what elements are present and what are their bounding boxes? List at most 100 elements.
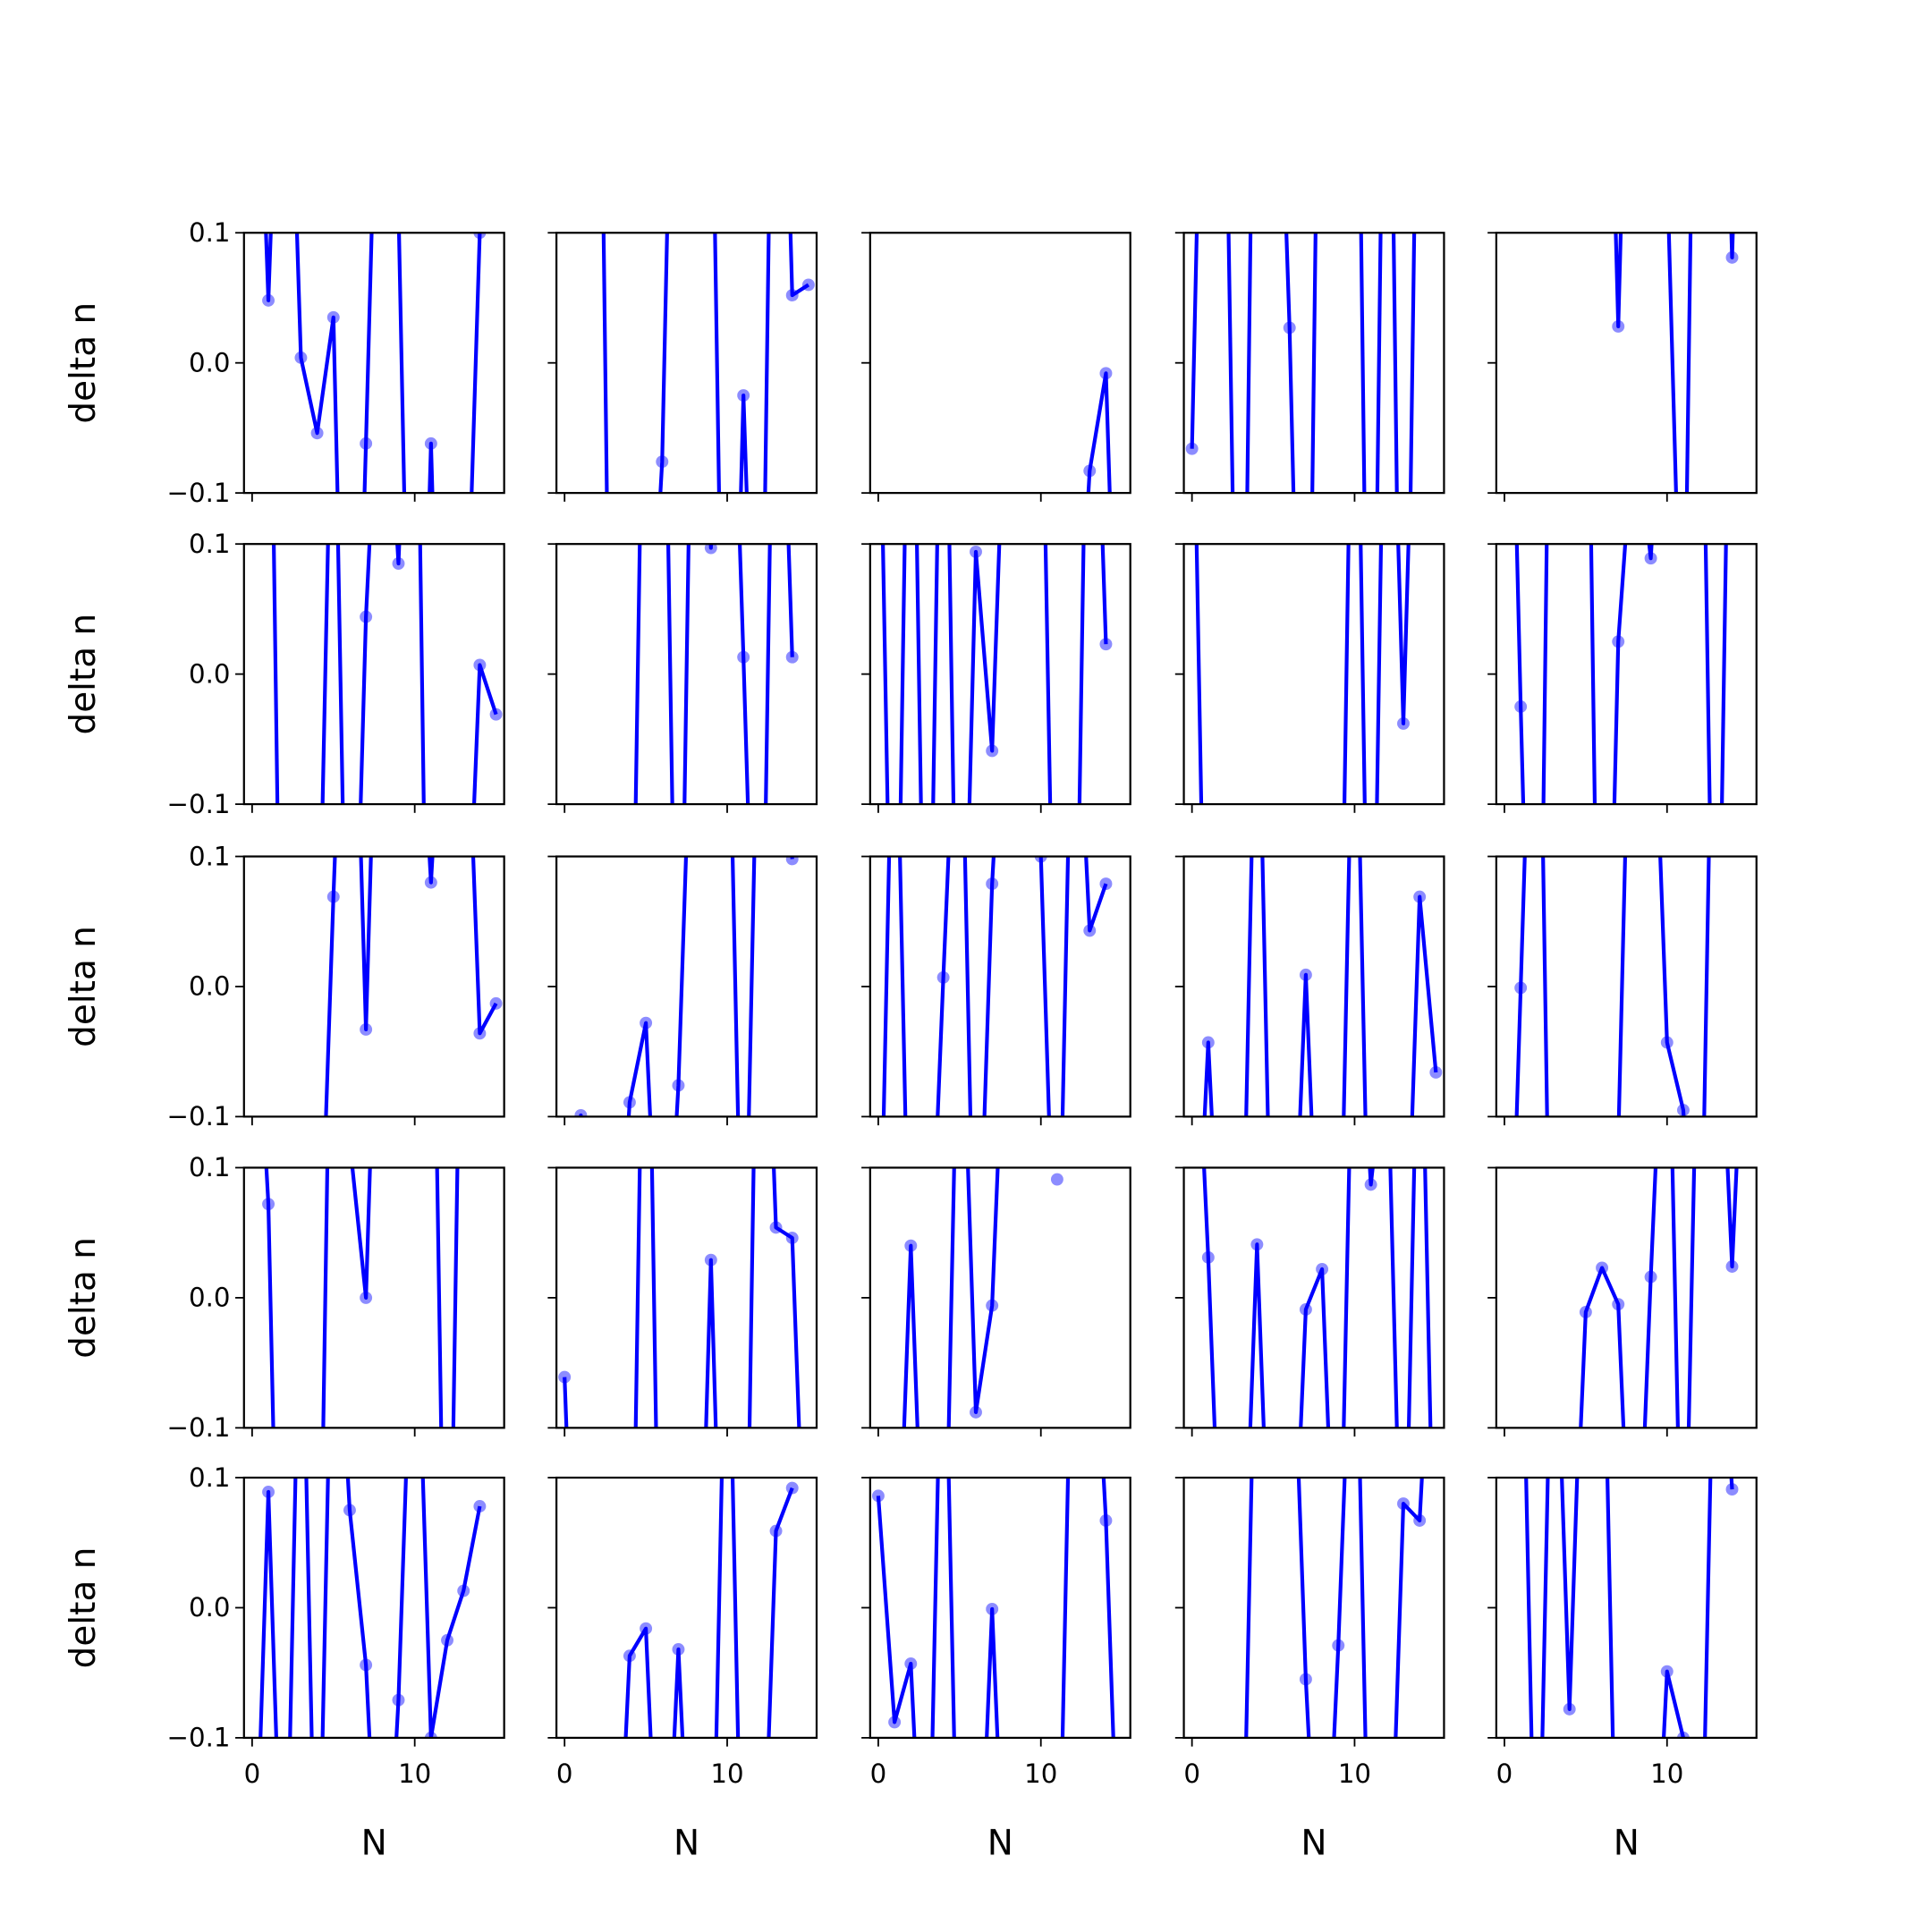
data-point (704, 544, 717, 555)
data-line (579, 856, 794, 1117)
data-point (326, 310, 340, 324)
data-point (1660, 1036, 1674, 1049)
x-tick-label: 10 (710, 1758, 743, 1789)
data-point (326, 890, 340, 903)
x-tick-label: 10 (1338, 1758, 1371, 1789)
data-point (672, 1643, 685, 1656)
data-point (392, 557, 405, 570)
data-point (1201, 1036, 1215, 1049)
plot-area (1244, 1478, 1427, 1738)
plot-area (1579, 1167, 1739, 1428)
data-line (601, 233, 810, 494)
data-point (623, 1096, 636, 1109)
data-point (262, 1198, 275, 1211)
y-tick-label: 0.1 (189, 529, 230, 559)
data-point (785, 1481, 799, 1495)
data-line (1514, 544, 1728, 805)
data-point (473, 658, 487, 672)
data-point (473, 1500, 487, 1513)
data-point (1397, 1497, 1410, 1511)
data-point (1034, 856, 1047, 863)
y-tick-label: 0.1 (189, 1462, 230, 1493)
data-point (737, 389, 750, 402)
y-tick-label: 0.0 (189, 1283, 230, 1313)
data-point (1644, 1270, 1657, 1284)
x-axis-label: N (674, 1824, 699, 1864)
data-point (1660, 1665, 1674, 1678)
data-point (1201, 1250, 1215, 1264)
x-tick-label: 0 (244, 1758, 261, 1789)
data-point (489, 996, 503, 1010)
data-point (1299, 1303, 1312, 1316)
data-point (1676, 1731, 1690, 1738)
data-point (1299, 1673, 1312, 1686)
y-tick-label: 0.1 (189, 217, 230, 248)
data-point (558, 1370, 572, 1384)
data-point (262, 293, 275, 307)
data-point (986, 1602, 999, 1615)
data-point (360, 436, 373, 450)
data-point (392, 1693, 405, 1707)
data-point (970, 545, 982, 558)
data-point (1725, 1260, 1739, 1273)
data-point (1250, 1238, 1264, 1251)
y-axis-label: delta n (64, 926, 104, 1047)
data-point (704, 1253, 717, 1267)
y-axis-label: delta n (64, 302, 104, 424)
plot-area (258, 1478, 487, 1738)
data-point (1397, 716, 1410, 730)
data-point (986, 877, 999, 891)
data-point (343, 1504, 356, 1517)
plot-area (881, 544, 1113, 805)
data-point (424, 436, 437, 450)
data-point (785, 1232, 799, 1244)
data-point (360, 1658, 373, 1672)
data-point (888, 1716, 902, 1729)
plot-area (1201, 856, 1443, 1117)
data-point (1185, 442, 1199, 455)
plot-area (558, 1167, 801, 1428)
data-line (1190, 233, 1417, 494)
data-line (623, 1478, 794, 1738)
x-tick-label: 0 (1496, 1758, 1513, 1789)
data-point (294, 351, 308, 364)
data-point (1514, 700, 1528, 713)
data-point (360, 610, 373, 623)
data-point (769, 1221, 783, 1234)
data-point (769, 1524, 783, 1538)
data-point (640, 1016, 653, 1030)
data-point (262, 1486, 275, 1498)
data-point (457, 1584, 470, 1597)
data-point (801, 278, 815, 292)
data-point (785, 856, 799, 866)
data-point (785, 289, 799, 302)
plot-area (881, 856, 1113, 1117)
data-point (1725, 1483, 1739, 1496)
x-tick-label: 10 (398, 1758, 431, 1789)
data-point (489, 708, 503, 721)
data-point (1316, 1262, 1329, 1275)
data-point (1644, 552, 1657, 565)
data-line (258, 1478, 482, 1738)
y-tick-label: −0.1 (167, 478, 231, 508)
data-point (1083, 464, 1097, 478)
data-point (871, 1489, 885, 1503)
y-tick-label: 0.0 (189, 971, 230, 1002)
data-point (360, 1291, 373, 1304)
data-point (1283, 321, 1296, 335)
y-tick-label: −0.1 (167, 1723, 231, 1753)
y-axis-label: delta n (64, 614, 104, 735)
data-point (1676, 1104, 1690, 1117)
x-tick-label: 0 (870, 1758, 887, 1789)
data-point (1332, 1639, 1345, 1652)
y-tick-label: 0.0 (189, 1592, 230, 1623)
plot-area (262, 233, 487, 494)
plot-area (1514, 544, 1728, 805)
data-point (1099, 877, 1113, 891)
plot-area (262, 1167, 460, 1428)
data-point (1429, 1065, 1443, 1079)
y-tick-label: 0.1 (189, 841, 230, 871)
data-point (1099, 638, 1113, 651)
